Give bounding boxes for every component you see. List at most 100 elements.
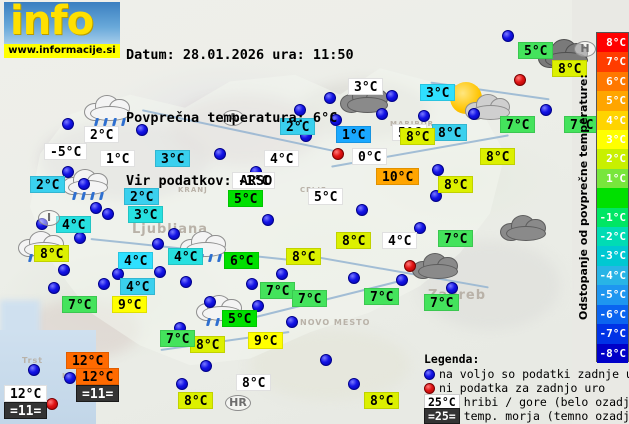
- station-dot[interactable]: [48, 282, 60, 294]
- sea-temperature-label[interactable]: =11=: [76, 385, 120, 402]
- station-dot[interactable]: [204, 296, 216, 308]
- temperature-label[interactable]: 7°C: [500, 116, 536, 133]
- station-dot[interactable]: [168, 228, 180, 240]
- station-dot[interactable]: [62, 166, 74, 178]
- temperature-label[interactable]: 12°C: [76, 368, 120, 385]
- station-dot[interactable]: [432, 164, 444, 176]
- mountain-temperature-label[interactable]: 12°C: [4, 385, 48, 402]
- station-dot[interactable]: [468, 108, 480, 120]
- mountain-temperature-label[interactable]: 4°C: [382, 232, 418, 249]
- station-dot[interactable]: [252, 300, 264, 312]
- mountain-temperature-label[interactable]: 8°C: [236, 374, 272, 391]
- temperature-label[interactable]: 8°C: [34, 245, 70, 262]
- temperature-label[interactable]: 12°C: [66, 352, 110, 369]
- station-dot[interactable]: [418, 110, 430, 122]
- temperature-label[interactable]: 6°C: [224, 252, 260, 269]
- temperature-label[interactable]: 8°C: [336, 232, 372, 249]
- temperature-label[interactable]: 4°C: [168, 248, 204, 265]
- station-dot[interactable]: [28, 364, 40, 376]
- station-dot-nodata[interactable]: [404, 260, 416, 272]
- station-dot[interactable]: [136, 124, 148, 136]
- station-dot[interactable]: [64, 372, 76, 384]
- temperature-label[interactable]: 9°C: [248, 332, 284, 349]
- sea-temperature-label[interactable]: =11=: [4, 402, 48, 419]
- station-dot[interactable]: [276, 268, 288, 280]
- station-dot[interactable]: [294, 104, 306, 116]
- temperature-label[interactable]: 3°C: [420, 84, 456, 101]
- station-dot[interactable]: [176, 378, 188, 390]
- temperature-label[interactable]: 5°C: [222, 310, 258, 327]
- station-dot[interactable]: [396, 274, 408, 286]
- site-logo[interactable]: info www.informacije.si: [4, 2, 120, 58]
- mountain-temperature-label[interactable]: 2°C: [84, 126, 120, 143]
- station-dot[interactable]: [214, 148, 226, 160]
- temperature-label[interactable]: 8°C: [190, 336, 226, 353]
- station-dot[interactable]: [152, 238, 164, 250]
- station-dot[interactable]: [414, 222, 426, 234]
- station-dot[interactable]: [540, 104, 552, 116]
- temperature-label[interactable]: 8°C: [438, 176, 474, 193]
- temperature-label[interactable]: 4°C: [120, 278, 156, 295]
- mountain-temperature-label[interactable]: 4°C: [264, 150, 300, 167]
- station-dot[interactable]: [356, 204, 368, 216]
- station-dot[interactable]: [348, 378, 360, 390]
- station-dot[interactable]: [78, 178, 90, 190]
- station-dot[interactable]: [330, 114, 342, 126]
- station-dot[interactable]: [376, 108, 388, 120]
- mountain-temperature-label[interactable]: 5°C: [308, 188, 344, 205]
- station-dot[interactable]: [246, 278, 258, 290]
- station-dot[interactable]: [262, 214, 274, 226]
- station-dot-nodata[interactable]: [46, 398, 58, 410]
- station-dot[interactable]: [90, 202, 102, 214]
- temperature-label[interactable]: 4°C: [118, 252, 154, 269]
- station-dot[interactable]: [386, 90, 398, 102]
- station-dot[interactable]: [348, 272, 360, 284]
- mountain-temperature-label[interactable]: 0°C: [352, 148, 388, 165]
- station-dot[interactable]: [180, 276, 192, 288]
- temperature-label[interactable]: 7°C: [424, 294, 460, 311]
- station-dot[interactable]: [102, 208, 114, 220]
- station-dot[interactable]: [154, 266, 166, 278]
- mountain-temperature-label[interactable]: 1°C: [100, 150, 136, 167]
- mountain-temperature-label[interactable]: -1°C: [232, 172, 276, 189]
- temperature-label[interactable]: 3°C: [128, 206, 164, 223]
- temperature-label[interactable]: 2°C: [30, 176, 66, 193]
- station-dot[interactable]: [502, 30, 514, 42]
- legend-text: ni podatka za zadnjo uro: [439, 381, 606, 395]
- temperature-label[interactable]: 7°C: [160, 330, 196, 347]
- temperature-label[interactable]: 8°C: [364, 392, 400, 409]
- mountain-temperature-label[interactable]: 3°C: [348, 78, 384, 95]
- temperature-label[interactable]: 7°C: [260, 282, 296, 299]
- temperature-label[interactable]: 7°C: [62, 296, 98, 313]
- station-dot[interactable]: [324, 92, 336, 104]
- temperature-label[interactable]: 5°C: [518, 42, 554, 59]
- temperature-label[interactable]: 8°C: [178, 392, 214, 409]
- temperature-label[interactable]: 7°C: [438, 230, 474, 247]
- temperature-label[interactable]: 3°C: [155, 150, 191, 167]
- temperature-label[interactable]: 4°C: [56, 216, 92, 233]
- station-dot[interactable]: [58, 264, 70, 276]
- station-dot[interactable]: [430, 190, 442, 202]
- temperature-label[interactable]: 9°C: [112, 296, 148, 313]
- station-dot-nodata[interactable]: [332, 148, 344, 160]
- temperature-label[interactable]: 7°C: [292, 290, 328, 307]
- station-dot[interactable]: [446, 282, 458, 294]
- temperature-label[interactable]: 8°C: [400, 128, 436, 145]
- temperature-label[interactable]: 8°C: [286, 248, 322, 265]
- temperature-label[interactable]: 7°C: [364, 288, 400, 305]
- station-dot[interactable]: [200, 360, 212, 372]
- station-dot[interactable]: [62, 118, 74, 130]
- temperature-label[interactable]: 8°C: [432, 124, 468, 141]
- station-dot[interactable]: [98, 278, 110, 290]
- temperature-label[interactable]: 2°C: [124, 188, 160, 205]
- temperature-label[interactable]: 2°C: [280, 118, 316, 135]
- station-dot[interactable]: [320, 354, 332, 366]
- mountain-temperature-label[interactable]: -5°C: [44, 143, 88, 160]
- temperature-label[interactable]: 8°C: [480, 148, 516, 165]
- temperature-label[interactable]: 1°C: [336, 126, 372, 143]
- temperature-label[interactable]: 5°C: [228, 190, 264, 207]
- temperature-label[interactable]: 10°C: [376, 168, 420, 185]
- station-dot-nodata[interactable]: [514, 74, 526, 86]
- station-dot[interactable]: [286, 316, 298, 328]
- temperature-label[interactable]: 8°C: [552, 60, 588, 77]
